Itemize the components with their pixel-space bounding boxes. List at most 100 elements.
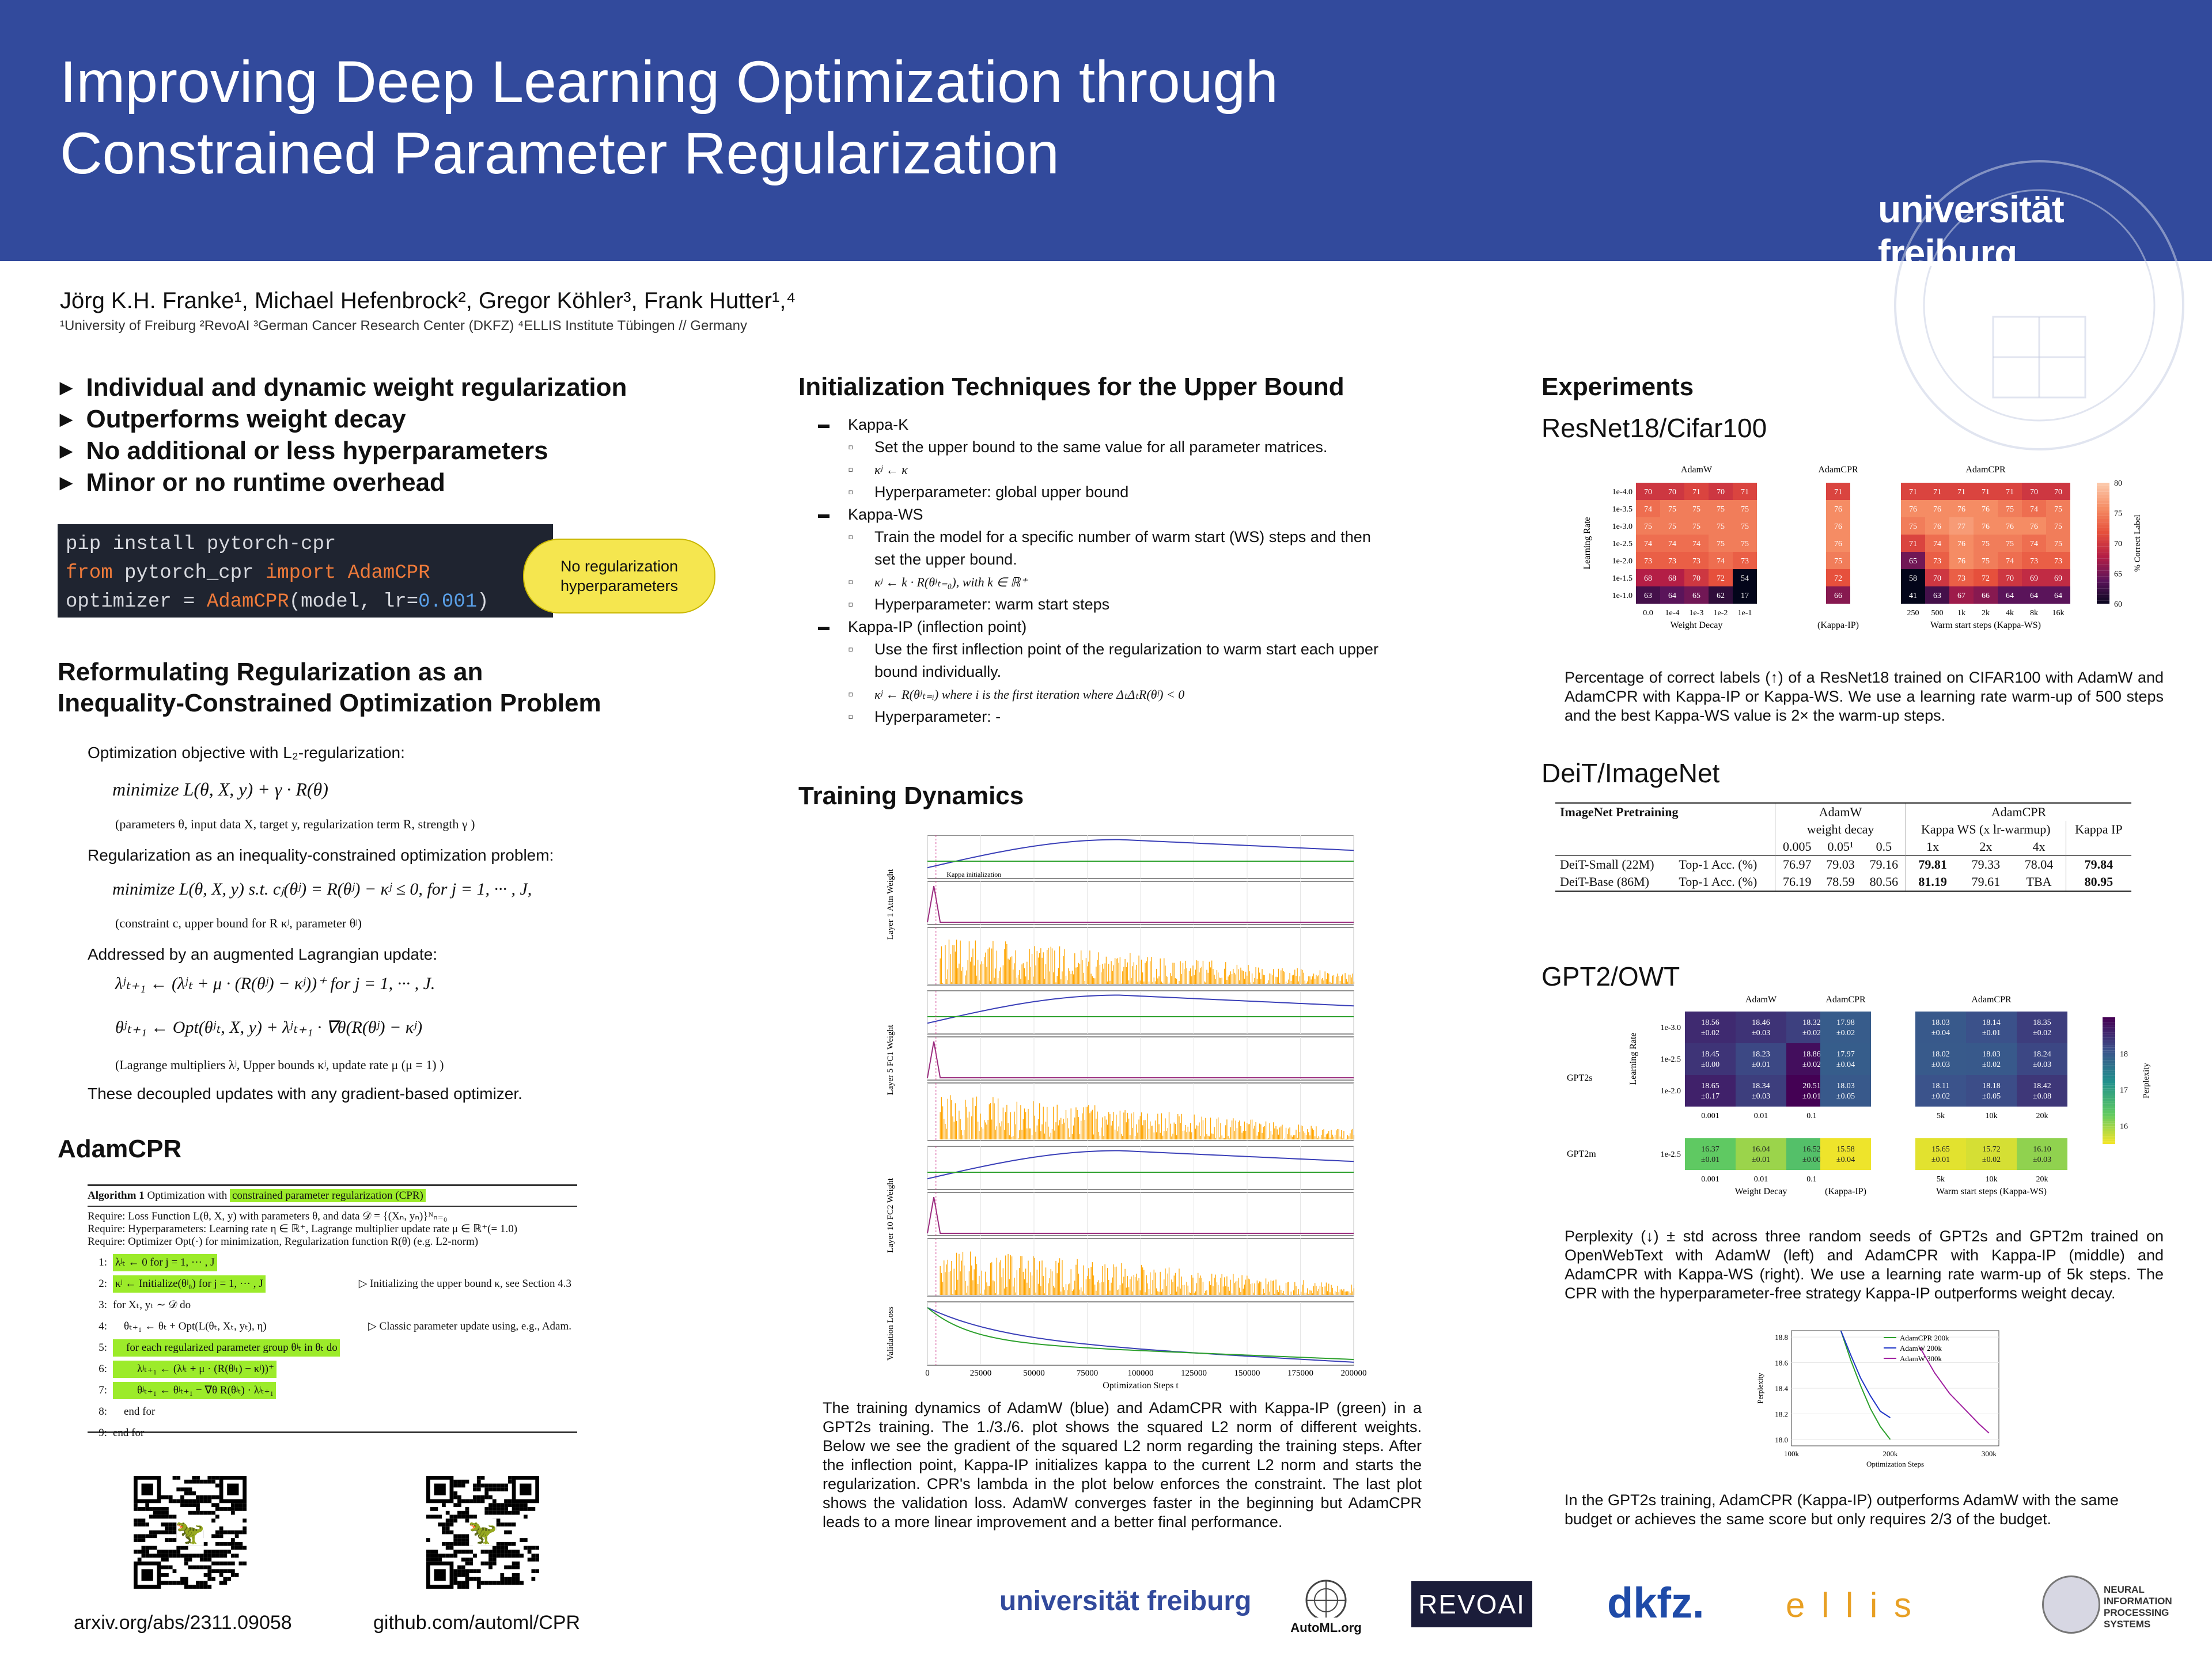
qr-module — [145, 1554, 150, 1558]
gpt-colorbar-segment — [2103, 1090, 2115, 1093]
algorithm-line-number: 5: — [99, 1341, 107, 1354]
qr-module — [492, 1561, 497, 1566]
algorithm-line: 4: θₜ₊₁ ← θₜ + Opt(L(θₜ, Xₜ, yₜ), η) ▷ Cl… — [88, 1316, 577, 1337]
resnet-cell-label: 76 — [1834, 540, 1842, 548]
qr-module — [531, 1577, 536, 1581]
qr-module — [488, 1495, 493, 1499]
line-legend-label: AdamCPR 200k — [1900, 1334, 1949, 1342]
qr-module — [215, 1554, 219, 1558]
resnet-cell-label: 70 — [2054, 488, 2062, 497]
qr-module — [445, 1546, 450, 1550]
resnet-colorbar-segment — [2097, 483, 2109, 486]
qr-module — [153, 1510, 157, 1515]
resnet-x-label: (Kappa-IP) — [1817, 620, 1859, 630]
qr-module — [188, 1499, 192, 1503]
resnet-y-tick: 1e-1.0 — [1612, 592, 1633, 600]
qr-module — [168, 1538, 173, 1542]
qr-module — [137, 1518, 142, 1523]
resnet-heat-cell — [1826, 535, 1850, 552]
qr-module — [488, 1510, 493, 1515]
qr-module — [165, 1526, 169, 1531]
training-x-tick: 200000 — [1341, 1369, 1367, 1378]
qr-module — [527, 1507, 532, 1511]
gpt-x-label: Warm start steps (Kappa-WS) — [1936, 1187, 2047, 1196]
qr-module — [480, 1476, 485, 1480]
github-link[interactable]: github.com/automl/CPR — [373, 1612, 581, 1634]
gpt-caption: Perplexity (↓) ± std across three random… — [1565, 1228, 2164, 1302]
qr-module — [168, 1514, 173, 1519]
gpt-colorbar-segment — [2103, 1070, 2115, 1073]
qr-module — [161, 1507, 165, 1511]
qr-module — [507, 1530, 512, 1535]
qr-module — [492, 1503, 497, 1508]
arxiv-qr-code[interactable]: 🦖 — [134, 1476, 247, 1589]
resnet-colorbar-segment — [2097, 555, 2109, 559]
gpt2s-y-tick: 1e-3.0 — [1661, 1024, 1681, 1032]
qr-module — [207, 1573, 212, 1577]
resnet-cell-label: 58 — [1909, 574, 1917, 583]
resnet-heat-cell — [1901, 483, 1925, 500]
gpt-colorbar-segment — [2103, 1113, 2115, 1116]
gpt2m-cell-value: 15.58 — [1836, 1145, 1855, 1154]
gpt2s-cell-value: 18.03 — [1931, 1018, 1950, 1027]
gpt2s-cell-value: 18.42 — [2033, 1082, 2051, 1090]
resnet-cell-label: 75 — [1668, 505, 1676, 514]
qr-module — [165, 1510, 169, 1515]
resnet-cell-label: 69 — [2030, 574, 2038, 583]
qr-module — [243, 1503, 247, 1508]
gpt-colorbar-segment — [2103, 1052, 2115, 1055]
qr-module — [137, 1534, 142, 1539]
qr-module — [134, 1522, 138, 1527]
qr-module — [219, 1534, 224, 1539]
gpt2m-cell-std: ±0.02 — [1982, 1156, 2001, 1164]
github-qr-code[interactable]: 🦖 — [426, 1476, 539, 1589]
qr-module — [184, 1503, 188, 1508]
resnet-colorbar-segment — [2097, 491, 2109, 495]
qr-module — [480, 1581, 485, 1585]
resnet-heat-cell — [2022, 500, 2046, 517]
qr-module — [523, 1503, 528, 1508]
qr-module — [215, 1514, 219, 1519]
qr-module — [516, 1507, 520, 1511]
qr-module — [207, 1479, 212, 1484]
resnet-y-tick: 1e-4.0 — [1612, 488, 1633, 497]
gpt2s-cell-value: 18.14 — [1982, 1018, 2001, 1027]
qr-module — [165, 1538, 169, 1542]
uni-freiburg-logo: universität freiburg — [999, 1586, 1252, 1616]
qr-module — [465, 1557, 469, 1562]
qr-module — [457, 1514, 461, 1519]
qr-module — [207, 1550, 212, 1554]
qr-module — [172, 1526, 177, 1531]
resnet-colorbar-segment — [2097, 519, 2109, 522]
resnet-cell-label: 70 — [1717, 488, 1725, 497]
qr-module — [507, 1476, 512, 1480]
qr-module — [426, 1538, 430, 1542]
qr-module — [516, 1577, 520, 1581]
gpt-colorbar-segment — [2103, 1081, 2115, 1084]
qr-module — [168, 1499, 173, 1503]
poster-title: Improving Deep Learning Optimization thr… — [60, 49, 1278, 186]
qr-module — [203, 1479, 208, 1484]
gpt2s-x-tick: 0.01 — [1754, 1112, 1768, 1120]
line-x-tick: 200k — [1883, 1449, 1898, 1458]
qr-module — [496, 1487, 501, 1492]
qr-module — [516, 1550, 520, 1554]
qr-module — [465, 1507, 469, 1511]
resnet-cell-label: 76 — [1834, 522, 1842, 531]
qr-module — [504, 1546, 508, 1550]
qr-module — [476, 1585, 481, 1589]
resnet-heat-cell — [2022, 569, 2046, 586]
qr-module — [457, 1538, 461, 1542]
qr-module — [243, 1518, 247, 1523]
qr-module — [476, 1569, 481, 1573]
square-bullet-icon: ▫ — [848, 708, 854, 725]
algorithm-line-text: for Xₜ, yₜ ∼ 𝒟 do — [113, 1298, 191, 1311]
gpt-colorbar-segment — [2103, 1073, 2115, 1076]
resnet-heat-cell — [1684, 586, 1709, 604]
resnet-x-tick: 1e-1 — [1738, 609, 1752, 618]
qr-module — [215, 1550, 219, 1554]
resnet-colorbar-segment — [2097, 597, 2109, 601]
resnet-heat-cell — [1636, 586, 1660, 604]
qr-module — [500, 1510, 505, 1515]
arxiv-link[interactable]: arxiv.org/abs/2311.09058 — [74, 1612, 292, 1634]
